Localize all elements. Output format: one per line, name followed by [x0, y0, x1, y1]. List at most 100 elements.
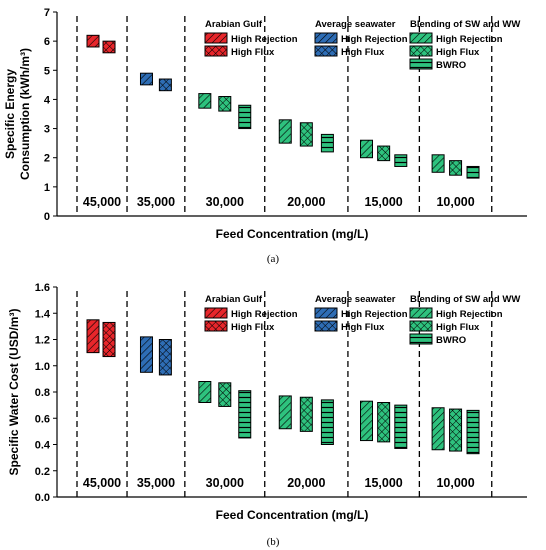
- legend-swatch: [204, 32, 228, 44]
- y-tick-label: 0.8: [35, 387, 50, 399]
- y-tick-label: 0.6: [35, 413, 50, 425]
- range-bar: [431, 154, 445, 173]
- category-label: 35,000: [137, 195, 175, 209]
- category-label: 35,000: [137, 476, 175, 490]
- range-bar: [360, 139, 374, 159]
- range-bar: [278, 395, 292, 430]
- legend-swatch: [314, 32, 338, 44]
- category-label: 10,000: [436, 476, 474, 490]
- legend-entry-label: High Flux: [341, 47, 385, 58]
- legend-entry-label: High Rejection: [436, 34, 503, 45]
- chart-panel-b: 0.0 0.2 0.4 0.6 0.8 1.0 1.2 1.4 1.6 Specific Wate…: [7, 282, 527, 522]
- range-bar: [102, 40, 116, 54]
- legend-entry-label: High Rejection: [341, 34, 408, 45]
- category-label: 45,000: [83, 476, 121, 490]
- range-bar: [238, 390, 252, 439]
- y-tick-label: 1.6: [35, 282, 50, 294]
- legend-entry-label: High Rejection: [341, 309, 408, 320]
- legend-swatch: [204, 45, 228, 57]
- range-bar: [198, 93, 212, 109]
- legend-entry-label: High Rejection: [231, 34, 298, 45]
- legend-swatch: [409, 32, 433, 44]
- legend-swatch: [409, 45, 433, 57]
- legend-swatch: [314, 307, 338, 319]
- x-axis-title: Feed Concentration (mg/L): [216, 508, 369, 522]
- legend-entry-label: High Flux: [231, 322, 275, 333]
- legend-swatch: [314, 45, 338, 57]
- y-axis-title: Specific Water Cost (USD/m³): [7, 309, 21, 476]
- range-bar: [449, 408, 463, 452]
- y-tick-label: 0.2: [35, 466, 50, 478]
- y-tick-label: 1.4: [35, 308, 51, 320]
- range-bar: [320, 399, 334, 445]
- range-bar: [218, 96, 232, 112]
- legend-entry-label: High Flux: [436, 322, 480, 333]
- legend-swatch: [314, 320, 338, 332]
- y-axis-title: Specific Energy: [3, 69, 17, 159]
- y-tick-label: 7: [44, 7, 50, 19]
- legend-swatch: [409, 58, 433, 70]
- range-bar: [278, 119, 292, 144]
- category-label: 10,000: [436, 195, 474, 209]
- range-bar: [218, 382, 232, 407]
- range-bar: [431, 407, 445, 451]
- range-bar: [299, 396, 313, 432]
- y-axis-title-line2: Consumption (kWh/m³): [18, 48, 32, 180]
- legend-title: Average seawater: [315, 19, 396, 30]
- legend-swatch: [409, 320, 433, 332]
- range-bar: [360, 400, 374, 442]
- y-tick-label: 0.0: [35, 492, 50, 504]
- range-bar: [299, 122, 313, 147]
- panel-label-a: (a): [267, 253, 280, 265]
- range-bar: [139, 336, 153, 373]
- y-tick-label: 2: [44, 153, 50, 165]
- y-tick-label: 1: [44, 182, 50, 194]
- legend-entry-label: High Flux: [341, 322, 385, 333]
- y-tick-label: 0.4: [35, 440, 51, 452]
- y-tick-label: 5: [44, 65, 50, 77]
- y-tick-label: 6: [44, 36, 50, 48]
- y-tick-label: 0: [44, 211, 50, 223]
- legend-swatch: [204, 307, 228, 319]
- legend-entry-label: High Rejection: [231, 309, 298, 320]
- legend-entry-label: High Flux: [231, 47, 275, 58]
- x-axis-title: Feed Concentration (mg/L): [216, 227, 369, 241]
- range-bar: [466, 165, 480, 179]
- legend-swatch: [409, 307, 433, 319]
- category-label: 20,000: [287, 476, 325, 490]
- category-label: 30,000: [206, 195, 244, 209]
- legend-entry-label: High Rejection: [436, 309, 503, 320]
- category-label: 15,000: [365, 195, 403, 209]
- category-label: 15,000: [365, 476, 403, 490]
- legend-swatch: [409, 333, 433, 345]
- chart-panel-a: 0 1 2 3 4 5 6 7 Specific Energy Consumption (kWh/…: [3, 7, 527, 241]
- y-tick-label: 1.2: [35, 335, 50, 347]
- y-tick-label: 4: [44, 94, 51, 106]
- legend-title: Arabian Gulf: [205, 19, 263, 30]
- legend-swatch: [204, 320, 228, 332]
- range-bar: [86, 34, 100, 48]
- range-bar: [449, 160, 463, 176]
- range-bar: [320, 133, 334, 153]
- range-bar: [377, 145, 391, 162]
- legend-entry-label: High Flux: [436, 47, 480, 58]
- y-tick-label: 3: [44, 124, 50, 136]
- category-label: 30,000: [206, 476, 244, 490]
- panel-label-b: (b): [267, 536, 280, 548]
- range-bar: [394, 404, 408, 449]
- range-bar: [139, 72, 153, 86]
- category-label: 20,000: [287, 195, 325, 209]
- legend-title: Arabian Gulf: [205, 294, 263, 305]
- range-bar: [158, 78, 172, 92]
- legend-entry-label: BWRO: [436, 335, 466, 346]
- range-bar: [466, 409, 480, 455]
- legend-title: Blending of SW and WW: [410, 19, 520, 30]
- legend-title: Average seawater: [315, 294, 396, 305]
- range-bar: [198, 381, 212, 403]
- range-bar: [102, 321, 116, 358]
- legend-title: Blending of SW and WW: [410, 294, 520, 305]
- legend-entry-label: BWRO: [436, 60, 466, 71]
- y-tick-label: 1.0: [35, 361, 50, 373]
- range-bar: [377, 402, 391, 443]
